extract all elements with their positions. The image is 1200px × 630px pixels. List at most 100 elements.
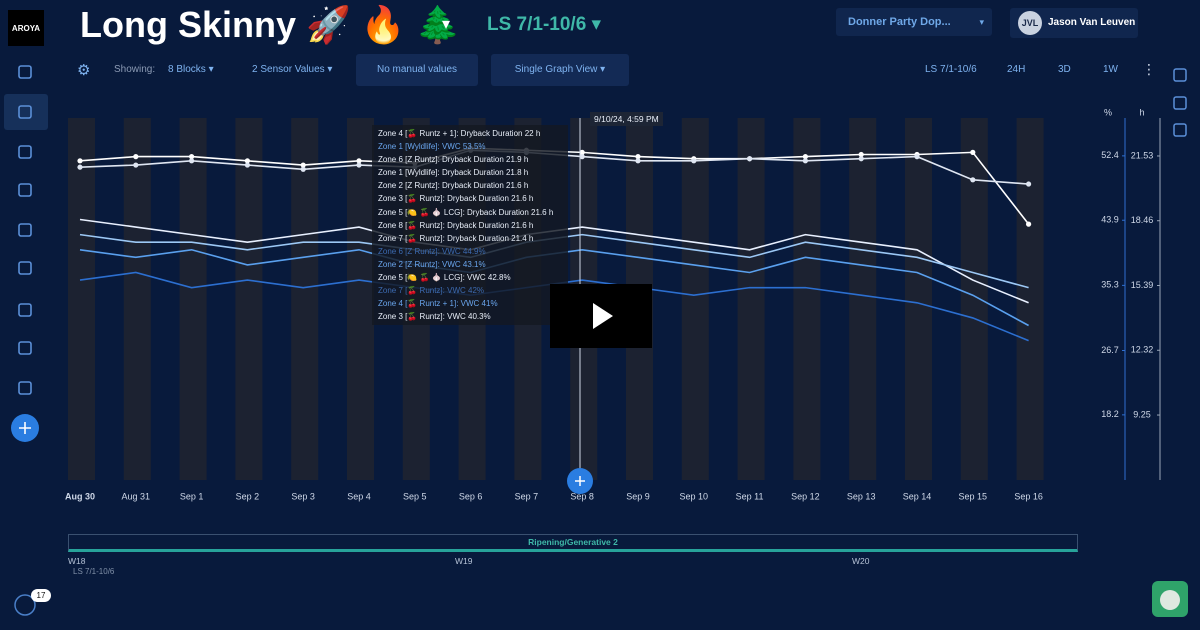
facility-name: Donner Party Dop... [848,16,951,28]
avatar: JVL [1018,11,1042,35]
x-tick-label: Sep 9 [626,491,650,501]
user-menu[interactable]: JVL Jason Van Leuven [1010,8,1138,38]
y-axis-label: % [1104,107,1112,117]
x-tick-label: Sep 14 [903,491,932,501]
y2-tick-label: 9.25 [1133,409,1151,419]
range-selector[interactable]: LS 7/1-10/6 ▾ [487,14,602,35]
nav-icon[interactable] [18,341,32,355]
crosshair-add-icon [575,476,585,486]
series-point [691,158,697,164]
series-point [77,158,83,164]
nav-icon[interactable] [18,183,32,197]
series-point [356,162,362,168]
nav-icon[interactable] [18,303,32,317]
blocks-dropdown[interactable]: 8 Blocks ▾ [168,64,214,75]
series-point [802,154,809,160]
nav-icon[interactable] [18,381,32,395]
series-point [579,154,585,160]
night-band [291,118,319,480]
title-caret[interactable]: ▾ [442,16,451,33]
side-icon[interactable] [1173,96,1187,110]
crosshair-timestamp: 9/10/24, 4:59 PM [590,112,663,126]
facility-dropdown[interactable]: Donner Party Dop... ▾ [836,8,992,36]
x-tick-label: Sep 12 [791,491,820,501]
y-tick-label: 18.2 [1101,409,1119,419]
week-label: W20 [852,556,870,566]
notification-badge: 17 [31,589,51,602]
tooltip-line: Zone 7 [🍒 Runtz]: VWC 42% [378,286,484,296]
night-band [905,118,932,480]
series-point [635,158,641,164]
tooltip-line: Zone 7 [🍒 Runtz]: Dryback Duration 21.4 … [378,233,534,243]
x-tick-label: Sep 16 [1014,491,1043,501]
x-tick-label: Sep 2 [236,491,260,501]
series-point [1026,181,1032,187]
assistant-face [1160,590,1180,610]
side-icon[interactable] [1173,68,1187,82]
view-dropdown[interactable]: Single Graph View ▾ [491,54,629,86]
tooltip-line: Zone 2 [Z Runtz]: VWC 43.1% [378,259,486,269]
logo[interactable]: AROYA [8,10,44,46]
range-button[interactable]: LS 7/1-10/6 [925,64,977,75]
series-point [133,162,139,168]
settings-icon[interactable]: ⚙ [77,62,91,79]
sidebar-active [4,94,48,130]
tooltip: Zone 4 [🍒 Runtz + 1]: Dryback Duration 2… [372,125,568,325]
nav-icon[interactable] [18,261,32,275]
y2-tick-label: 12.32 [1131,345,1154,355]
y2-tick-label: 15.39 [1131,280,1154,290]
y-tick-label: 35.3 [1101,280,1119,290]
tooltip-line: Zone 1 [Wyldlife]: Dryback Duration 21.8… [378,168,529,178]
tooltip-line: Zone 6 [Z Runtz]: VWC 44.9% [378,246,486,256]
series-point [858,151,864,158]
series-point [133,154,139,160]
tooltip-line: Zone 4 [🍒 Runtz + 1]: VWC 41% [378,299,498,309]
play-icon [593,303,613,329]
sensor-dropdown[interactable]: 2 Sensor Values ▾ [252,64,333,75]
nav-icon[interactable] [18,105,32,119]
night-band [179,118,207,480]
series-point [189,158,195,164]
y2-tick-label: 21.53 [1131,150,1154,160]
x-tick-label: Aug 31 [122,491,151,501]
nav-icon[interactable] [18,145,32,159]
tooltip-line: Zone 6 [Z Runtz]: Dryback Duration 21.9 … [378,155,529,165]
series-point [189,154,195,160]
x-tick-label: Sep 3 [291,491,315,501]
phase-range: LS 7/1-10/6 [73,567,115,576]
more-menu[interactable]: ⋮ [1142,61,1156,77]
tooltip-line: Zone 5 [🍋 🍒 🧄 LCG]: Dryback Duration 21.… [378,207,554,217]
night-band [849,118,877,480]
series-point [300,162,306,168]
night-band [793,118,821,480]
nav-icon[interactable] [18,223,32,237]
x-tick-label: Sep 15 [959,491,988,501]
x-tick-label: Sep 6 [459,491,483,501]
series-point [858,156,864,162]
tooltip-line: Zone 1 [Wyldlife]: VWC 53.5% [378,142,486,152]
y2-tick-label: 18.46 [1131,215,1154,225]
series-point [914,154,920,160]
week-label: W18 [68,556,86,566]
night-band [347,118,374,480]
play-button[interactable] [550,284,652,348]
zoom-1w[interactable]: 1W [1103,64,1118,75]
night-band [235,118,263,480]
series-point [244,162,250,168]
nav-icon[interactable] [18,65,32,79]
series-point [635,154,641,160]
manual-values-button[interactable]: No manual values [356,54,478,86]
x-tick-label: Aug 30 [65,491,95,501]
side-icon[interactable] [1173,123,1187,137]
zoom-24h[interactable]: 24H [1007,64,1026,75]
zoom-3d[interactable]: 3D [1058,64,1071,75]
tooltip-line: Zone 8 [🍒 Runtz]: Dryback Duration 21.6 … [378,220,534,230]
tooltip-line: Zone 3 [🍒 Runtz]: VWC 40.3% [378,312,491,322]
help-button[interactable] [14,594,36,616]
series-point [579,149,585,155]
x-tick-label: Sep 8 [570,491,594,501]
tooltip-line: Zone 2 [Z Runtz]: Dryback Duration 21.6 … [378,181,529,191]
night-band [123,118,151,480]
night-band [737,118,765,480]
y-tick-label: 26.7 [1101,345,1119,355]
